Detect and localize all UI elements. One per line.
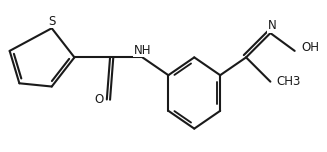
Text: N: N: [267, 19, 276, 33]
Text: CH3: CH3: [276, 75, 301, 88]
Text: OH: OH: [302, 41, 320, 54]
Text: NH: NH: [134, 44, 151, 57]
Text: O: O: [94, 93, 103, 106]
Text: S: S: [48, 15, 56, 28]
